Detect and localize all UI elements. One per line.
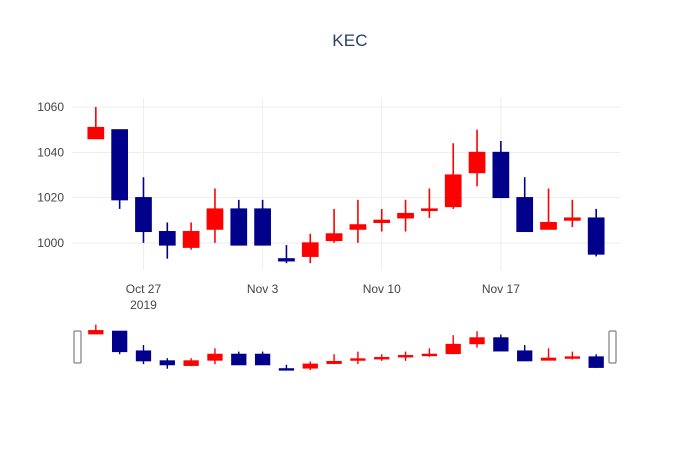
candle-body [421,208,438,211]
range-slider-candle-body [207,353,223,361]
candle-body [278,258,295,262]
candle-body [587,217,605,255]
page-title: KEC [332,31,368,50]
x-axis-tick-label: Nov 3 [247,282,279,296]
candle-body [135,197,152,233]
candlestick-8[interactable] [254,199,271,246]
candlestick-17[interactable] [468,129,486,187]
range-slider-candle-body [302,363,318,369]
candle-body [158,231,176,246]
candlestick-9[interactable] [278,245,295,264]
candle-body [468,151,486,174]
candlestick-3[interactable] [135,177,152,243]
candle-body [373,219,391,223]
candle-body [230,208,248,246]
range-slider-candle-body [254,353,271,366]
range-slider-candle-body [112,330,128,353]
x-axis-tick-label: Oct 27 [126,282,162,296]
range-slider-candle-body [493,337,509,352]
range-slider-candle-body [183,360,199,366]
x-axis-tick-sublabel: 2019 [130,298,157,312]
range-slider-track[interactable] [72,322,620,372]
candle-body [540,221,557,230]
candlestick-5[interactable] [182,222,200,250]
candle-body [516,197,534,233]
candlestick-4[interactable] [158,222,176,259]
candle-body [397,212,414,219]
candlestick-1[interactable] [87,107,105,140]
candle-body [563,217,581,221]
candlestick-11[interactable] [325,208,343,243]
candlestick-21[interactable] [563,199,581,227]
candle-body [87,126,105,140]
candlestick-14[interactable] [397,199,414,232]
candlestick-15[interactable] [421,188,438,218]
candlestick-10[interactable] [301,233,319,264]
candlestick-12[interactable] [349,199,367,243]
candle-body [182,231,200,248]
range-slider-candle-body [135,350,152,362]
y-axis-tick-label: 1000 [37,236,64,250]
candlestick-7[interactable] [230,199,248,246]
range-slider-candle-body [564,356,580,359]
range-slider-candle-body [159,360,175,366]
candle-body [254,208,271,246]
range-slider-candle-body [88,330,104,335]
range-slider-candle-body [278,368,295,371]
range-slider-candle-body [588,356,604,368]
range-slider-candle-body [397,355,414,358]
y-axis-tick-label: 1040 [37,145,64,159]
candle-body [111,129,129,201]
x-axis-tick-label: Nov 17 [482,282,520,296]
range-slider-right-handle[interactable] [608,330,617,364]
candlestick-6[interactable] [206,188,224,243]
candlestick-22[interactable] [587,208,605,257]
candlestick-13[interactable] [373,208,391,232]
range-slider-candle-body [517,350,533,362]
candle-body [206,208,224,230]
candlestick-20[interactable] [540,188,557,230]
candle-body [325,233,343,242]
range-slider-candle-body [326,360,342,364]
range-slider-left-handle[interactable] [73,330,82,364]
candlestick-2[interactable] [111,129,129,209]
x-axis-tick-label: Nov 10 [363,282,401,296]
y-axis-tick-label: 1060 [37,100,64,114]
range-slider[interactable] [72,322,620,372]
candlestick-16[interactable] [444,143,462,209]
range-slider-candle-body [540,357,557,361]
candle-body [444,174,462,208]
range-slider-candle-body [374,357,390,360]
y-axis-tick-label: 1020 [37,191,64,205]
range-slider-candle-body [350,358,366,361]
range-slider-candle-body [231,353,247,366]
candle-body [301,242,319,257]
candlestick-18[interactable] [492,141,510,199]
range-slider-candle-body [469,337,485,345]
range-slider-candle-body [421,353,438,357]
range-slider-candle-body [445,343,461,355]
candle-body [492,151,510,199]
candle-body [349,224,367,230]
candlestick-19[interactable] [516,177,534,233]
